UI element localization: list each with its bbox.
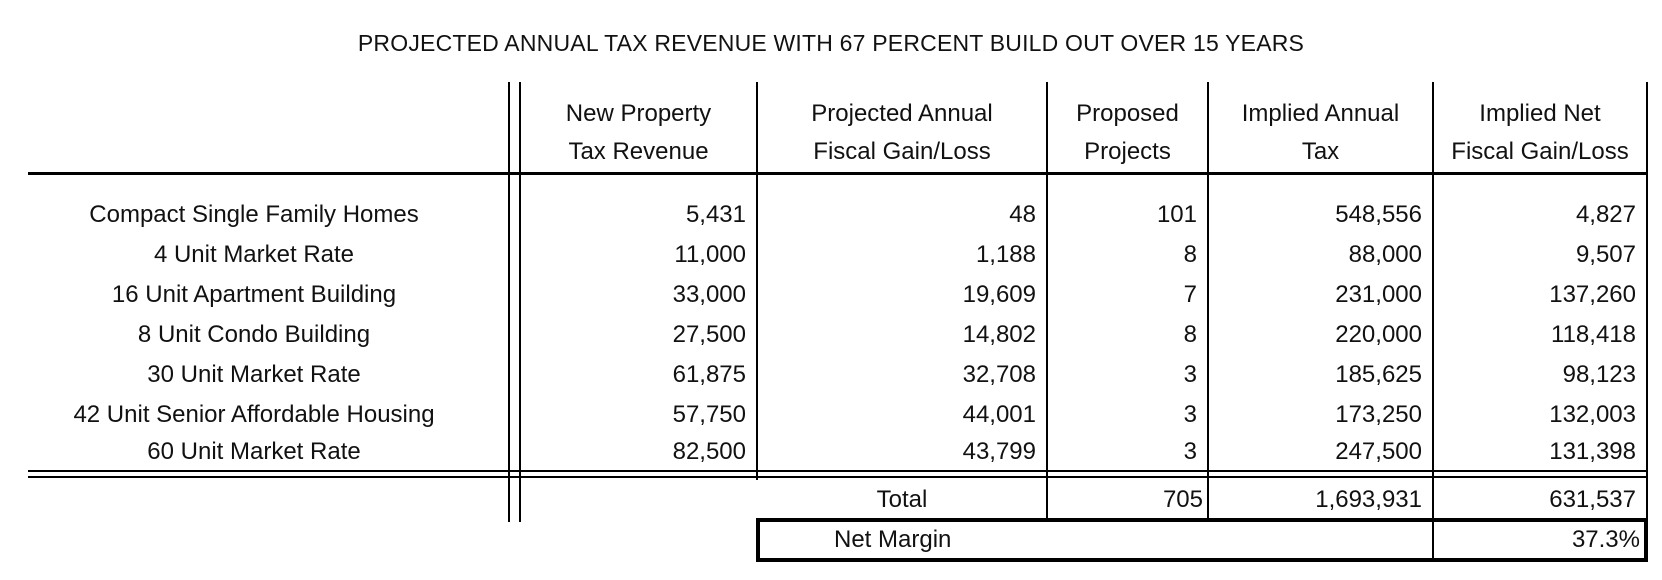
column-border-3 bbox=[1207, 82, 1209, 518]
value-cell: 132,003 bbox=[1549, 401, 1636, 428]
row-label: 42 Unit Senior Affordable Housing bbox=[73, 401, 435, 428]
total-label: Total bbox=[876, 486, 928, 513]
row-label: Compact Single Family Homes bbox=[89, 201, 419, 228]
value-cell: 3 bbox=[1183, 361, 1197, 388]
value-cell: 14,802 bbox=[962, 321, 1036, 348]
column-header: Implied Net Fiscal Gain/Loss bbox=[1434, 95, 1646, 171]
row-label: 16 Unit Apartment Building bbox=[111, 281, 397, 308]
value-cell: 19,609 bbox=[962, 281, 1036, 308]
value-cell: 3 bbox=[1183, 401, 1197, 428]
column-border-2 bbox=[1046, 82, 1048, 518]
column-header-line2: Projects bbox=[1084, 138, 1171, 165]
row-label: 8 Unit Condo Building bbox=[137, 321, 371, 348]
value-cell: 98,123 bbox=[1562, 361, 1636, 388]
value-cell: 1,188 bbox=[975, 241, 1036, 268]
column-header-line1: Implied Annual bbox=[1241, 100, 1400, 127]
net-margin-value: 37.3% bbox=[1571, 526, 1640, 553]
value-cell: 9,507 bbox=[1575, 241, 1636, 268]
column-header: New Property Tax Revenue bbox=[521, 95, 756, 171]
value-cell: 220,000 bbox=[1335, 321, 1422, 348]
column-header-line2: Tax bbox=[1301, 138, 1340, 165]
column-border-4 bbox=[1432, 82, 1434, 562]
value-cell: 173,250 bbox=[1335, 401, 1422, 428]
value-cell: 32,708 bbox=[962, 361, 1036, 388]
value-cell: 27,500 bbox=[672, 321, 746, 348]
value-cell: 185,625 bbox=[1335, 361, 1422, 388]
total-implied-tax: 1,693,931 bbox=[1315, 486, 1422, 513]
value-cell: 4,827 bbox=[1575, 201, 1636, 228]
row-label: 60 Unit Market Rate bbox=[147, 438, 361, 465]
column-header-line2: Fiscal Gain/Loss bbox=[813, 138, 991, 165]
value-cell: 43,799 bbox=[962, 438, 1036, 465]
value-cell: 48 bbox=[1009, 201, 1036, 228]
net-margin-label: Net Margin bbox=[834, 526, 952, 553]
value-cell: 82,500 bbox=[672, 438, 746, 465]
label-column-border-b bbox=[519, 82, 521, 522]
table-title: PROJECTED ANNUAL TAX REVENUE WITH 67 PER… bbox=[357, 30, 1305, 56]
value-cell: 5,431 bbox=[685, 201, 746, 228]
column-border-5 bbox=[1646, 82, 1648, 522]
value-cell: 231,000 bbox=[1335, 281, 1422, 308]
column-header-line1: Projected Annual bbox=[811, 100, 993, 127]
column-header-line2: Tax Revenue bbox=[568, 138, 709, 165]
value-cell: 33,000 bbox=[672, 281, 746, 308]
value-cell: 548,556 bbox=[1335, 201, 1422, 228]
total-divider-top bbox=[28, 470, 1648, 472]
value-cell: 118,418 bbox=[1551, 321, 1636, 348]
total-net-gain: 631,537 bbox=[1549, 486, 1636, 513]
value-cell: 137,260 bbox=[1549, 281, 1636, 308]
value-cell: 8 bbox=[1183, 321, 1197, 348]
header-divider bbox=[28, 172, 1648, 175]
column-header: Projected Annual Fiscal Gain/Loss bbox=[758, 95, 1046, 171]
net-margin-box bbox=[756, 518, 1648, 562]
value-cell: 88,000 bbox=[1348, 241, 1422, 268]
row-label: 4 Unit Market Rate bbox=[153, 241, 355, 268]
value-cell: 11,000 bbox=[674, 241, 746, 268]
value-cell: 3 bbox=[1183, 438, 1197, 465]
value-cell: 247,500 bbox=[1335, 438, 1422, 465]
column-header: Proposed Projects bbox=[1048, 95, 1207, 171]
value-cell: 57,750 bbox=[672, 401, 746, 428]
value-cell: 44,001 bbox=[962, 401, 1036, 428]
value-cell: 8 bbox=[1183, 241, 1197, 268]
value-cell: 7 bbox=[1183, 281, 1197, 308]
value-cell: 131,398 bbox=[1549, 438, 1636, 465]
column-header-line1: Proposed bbox=[1076, 100, 1179, 127]
value-cell: 101 bbox=[1156, 201, 1197, 228]
total-projects: 705 bbox=[1162, 486, 1203, 513]
label-column-border-a bbox=[508, 82, 510, 522]
total-divider-bottom bbox=[28, 476, 1648, 478]
value-cell: 61,875 bbox=[672, 361, 746, 388]
column-header-line1: New Property bbox=[565, 100, 712, 127]
column-header: Implied Annual Tax bbox=[1209, 95, 1432, 171]
column-header-line1: Implied Net bbox=[1479, 100, 1601, 127]
column-border-1 bbox=[756, 82, 758, 480]
row-label: 30 Unit Market Rate bbox=[147, 361, 361, 388]
column-header-line2: Fiscal Gain/Loss bbox=[1451, 138, 1629, 165]
